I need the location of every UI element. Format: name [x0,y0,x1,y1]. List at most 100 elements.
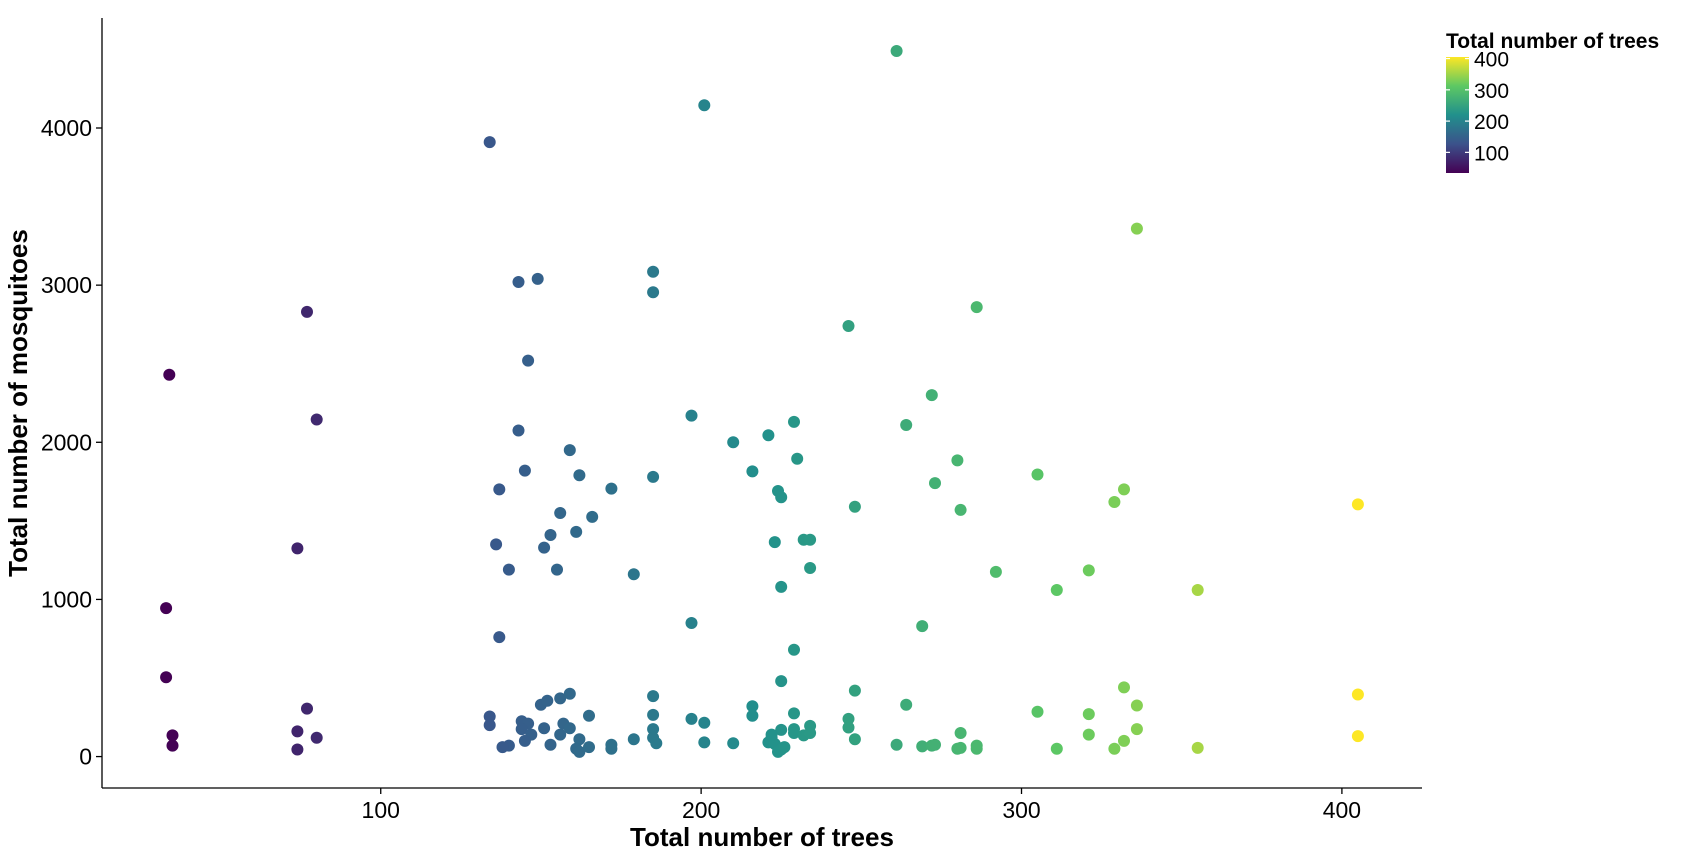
data-point-57 [627,733,640,746]
data-point-71 [698,736,711,749]
data-point-52 [583,709,595,722]
data-point-131 [1050,742,1063,755]
data-point-4 [166,739,179,752]
legend-ticks: 400 300 200 100 [1446,49,1509,165]
data-point-53 [583,741,595,754]
data-point-70 [698,716,711,729]
data-point-69 [685,712,698,725]
data-point-14 [531,272,544,285]
data-point-140 [1130,222,1143,235]
data-point-43 [563,722,576,735]
data-point-108 [848,733,861,746]
data-point-27 [551,563,563,576]
data-point-55 [605,742,618,755]
points-layer [160,45,1364,758]
data-point-92 [791,452,804,465]
data-point-20 [573,469,586,482]
legend-title: Total number of trees [1446,30,1659,53]
data-point-128 [1031,468,1044,481]
data-point-96 [788,727,800,739]
data-point-1 [160,602,173,615]
data-point-99 [804,533,817,546]
data-point-90 [765,728,778,741]
data-point-49 [573,745,586,758]
data-point-144 [1191,741,1204,754]
data-point-126 [970,742,983,755]
data-point-3 [166,729,179,742]
data-point-133 [1082,708,1095,721]
data-point-58 [647,265,660,278]
data-point-93 [788,643,800,656]
data-point-104 [848,500,861,513]
data-point-81 [775,580,788,593]
data-point-134 [1082,728,1095,741]
data-point-115 [916,620,929,633]
data-point-80 [768,536,781,549]
data-point-30 [483,719,496,732]
data-point-23 [544,529,557,541]
data-point-112 [900,698,913,711]
data-point-41 [563,687,576,700]
y-tick-label-2: 2000 [41,429,92,455]
data-point-102 [804,727,817,739]
legend-tick-label-0: 400 [1474,49,1509,72]
data-point-132 [1082,564,1095,577]
data-point-110 [890,738,903,751]
data-point-138 [1118,681,1130,694]
data-point-121 [954,727,967,739]
data-point-17 [518,464,531,477]
data-point-143 [1191,584,1204,596]
legend-tick-label-3: 100 [1474,142,1509,165]
y-tick-label-1: 1000 [41,586,92,612]
data-point-16 [512,424,525,437]
data-point-40 [554,692,567,705]
data-point-65 [650,737,663,750]
data-point-0 [163,368,176,381]
data-point-73 [727,737,740,750]
data-point-26 [502,563,515,576]
y-tick-label-3: 3000 [41,272,92,298]
y-axis-title: Total number of mosquitoes [3,229,33,577]
data-point-10 [310,731,323,744]
data-point-106 [842,712,855,725]
data-point-18 [493,483,506,496]
data-point-100 [804,562,817,574]
data-point-12 [483,136,496,149]
data-point-103 [842,320,855,332]
data-point-76 [746,709,759,722]
data-point-137 [1118,483,1130,496]
data-point-37 [496,741,509,754]
data-point-39 [541,694,554,707]
data-point-13 [512,276,525,288]
data-point-120 [954,503,967,516]
data-point-136 [1108,742,1121,755]
data-point-91 [788,415,800,428]
data-point-51 [605,482,618,495]
data-point-15 [522,354,535,367]
data-point-74 [746,465,759,478]
data-point-107 [842,721,855,734]
data-point-114 [929,477,941,490]
y-tick-label-4: 4000 [41,115,92,141]
y-ticks: 0 1000 2000 3000 4000 [41,115,102,770]
data-point-129 [1031,705,1044,718]
x-ticks: 100 200 300 400 [362,788,1361,823]
legend: Total number of trees 400 300 200 100 [1446,30,1659,173]
data-point-72 [727,436,740,449]
data-point-19 [563,444,576,457]
data-point-124 [970,301,983,314]
data-point-9 [291,725,304,738]
data-point-94 [788,707,800,720]
data-point-82 [775,675,788,688]
data-point-79 [775,491,788,504]
legend-tick-label-1: 300 [1474,80,1509,103]
data-point-29 [483,710,496,723]
data-point-45 [554,728,567,741]
data-point-139 [1118,734,1130,747]
data-point-62 [647,708,660,721]
data-point-111 [900,419,913,431]
x-tick-label-2: 300 [1002,797,1040,823]
x-tick-label-1: 200 [682,797,720,823]
